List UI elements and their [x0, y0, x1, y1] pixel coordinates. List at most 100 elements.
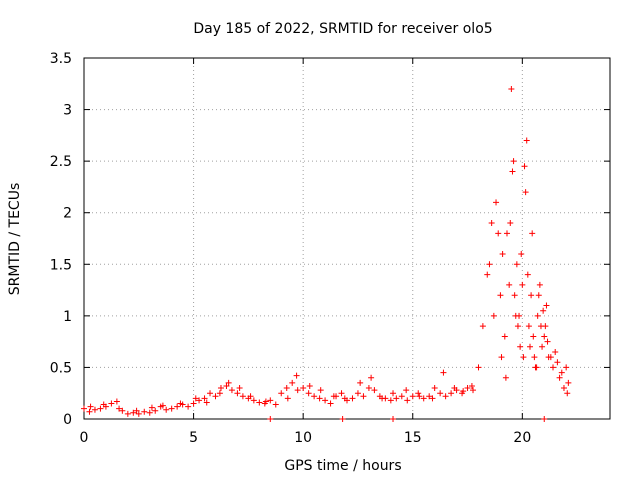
- data-point: [338, 390, 345, 397]
- data-point: [507, 220, 514, 227]
- data-point: [404, 397, 411, 404]
- data-point: [484, 271, 491, 278]
- data-point: [460, 388, 467, 395]
- y-tick-label: 1.5: [50, 257, 72, 273]
- x-axis-label: GPS time / hours: [284, 458, 401, 474]
- data-point: [540, 307, 547, 314]
- data-point: [311, 393, 318, 400]
- data-point: [177, 400, 184, 407]
- data-point: [527, 343, 534, 350]
- data-point: [152, 407, 159, 414]
- plot-frame: [83, 57, 611, 420]
- data-point: [521, 163, 528, 170]
- data-point: [536, 281, 543, 288]
- data-point: [159, 402, 166, 409]
- data-point: [541, 416, 548, 422]
- data-point: [316, 395, 323, 402]
- data-point: [390, 416, 397, 422]
- data-point: [564, 390, 571, 397]
- x-tick-label: 0: [80, 430, 89, 446]
- data-point: [547, 354, 554, 361]
- data-point: [544, 338, 551, 345]
- data-point: [409, 393, 416, 400]
- data-point: [86, 408, 93, 415]
- data-point: [368, 374, 375, 381]
- data-point: [217, 385, 224, 392]
- data-point: [247, 393, 254, 400]
- data-point: [468, 382, 475, 389]
- data-point: [360, 393, 367, 400]
- data-point: [387, 397, 394, 404]
- data-point: [305, 390, 312, 397]
- data-point: [486, 261, 493, 268]
- data-point: [550, 364, 557, 371]
- y-tick-labels: 0 0.5 1 1.5 2 2.5 3 3.5: [50, 51, 72, 428]
- data-points: [81, 85, 572, 422]
- data-point: [371, 387, 378, 394]
- y-tick-label: 3.5: [50, 51, 72, 67]
- data-point: [146, 409, 153, 416]
- y-tick-label: 2: [63, 206, 72, 222]
- data-point: [354, 390, 361, 397]
- data-point: [133, 407, 140, 414]
- data-point: [141, 408, 148, 415]
- data-point: [464, 385, 471, 392]
- data-point: [448, 390, 455, 397]
- data-point: [403, 387, 410, 394]
- data-point: [451, 385, 458, 392]
- data-point: [535, 292, 542, 299]
- data-point: [528, 292, 535, 299]
- data-point: [488, 220, 495, 227]
- data-point: [267, 397, 274, 404]
- data-point: [225, 379, 232, 386]
- y-axis-label: SRMTID / TECUs: [7, 183, 23, 296]
- data-point: [560, 385, 567, 392]
- data-point: [236, 385, 243, 392]
- data-point: [552, 348, 559, 355]
- data-point: [493, 199, 500, 206]
- x-tick-label: 5: [189, 430, 198, 446]
- tick-marks: [83, 57, 610, 420]
- data-point: [294, 387, 301, 394]
- data-point: [398, 393, 405, 400]
- data-point: [91, 406, 98, 413]
- data-point: [524, 271, 531, 278]
- data-point: [558, 369, 565, 376]
- data-point: [509, 168, 516, 175]
- data-point: [174, 403, 181, 410]
- x-tick-label: 15: [404, 430, 422, 446]
- y-tick-label: 2.5: [50, 154, 72, 170]
- data-point: [300, 385, 307, 392]
- data-point: [503, 230, 510, 237]
- data-point: [516, 312, 523, 319]
- data-point: [506, 281, 513, 288]
- data-point: [278, 390, 285, 397]
- data-point: [293, 372, 300, 379]
- data-point: [190, 400, 197, 407]
- data-point: [267, 416, 274, 422]
- data-point: [520, 354, 527, 361]
- x-tick-label: 10: [294, 430, 312, 446]
- data-point: [479, 323, 486, 330]
- data-point: [116, 405, 123, 412]
- data-point: [196, 397, 203, 404]
- data-point: [556, 374, 563, 381]
- data-point: [339, 416, 346, 422]
- data-point: [513, 261, 520, 268]
- data-point: [272, 401, 279, 408]
- data-point: [440, 369, 447, 376]
- data-point: [393, 395, 400, 402]
- data-point: [543, 302, 550, 309]
- data-point: [522, 189, 529, 196]
- data-point: [475, 364, 482, 371]
- data-point: [534, 312, 541, 319]
- data-point: [490, 312, 497, 319]
- data-point: [357, 379, 364, 386]
- data-point: [365, 385, 372, 392]
- data-point: [289, 379, 296, 386]
- data-point: [234, 390, 241, 397]
- data-point: [212, 393, 219, 400]
- chart-title: Day 185 of 2022, SRMTID for receiver olo…: [193, 21, 492, 37]
- data-point: [529, 230, 536, 237]
